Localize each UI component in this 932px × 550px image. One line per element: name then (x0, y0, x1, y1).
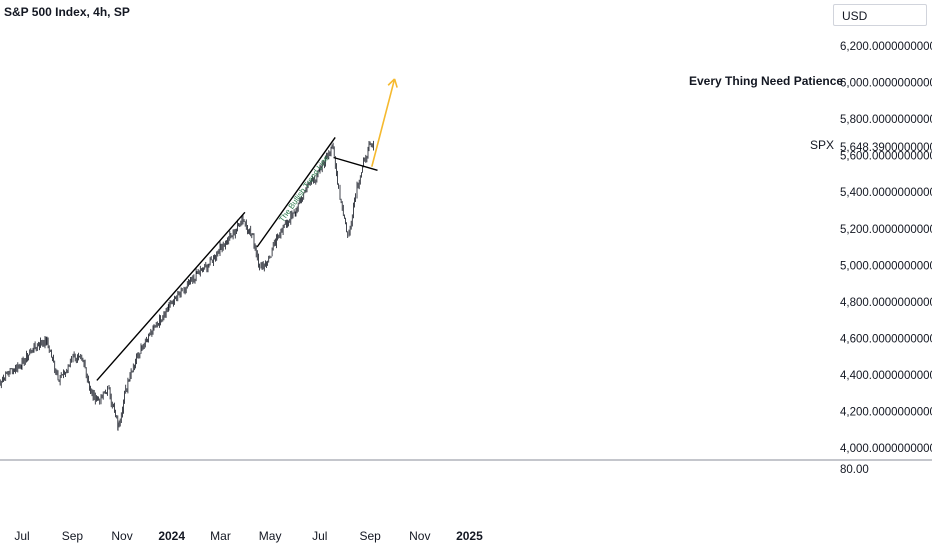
drawings-group: The Bullish Trend Line (96, 78, 398, 381)
trendline[interactable] (256, 137, 336, 248)
y-tick-label: 5,600.0000000000 (840, 151, 932, 163)
x-tick-label: Sep (359, 529, 381, 543)
annotation-text: Every Thing Need Patience (689, 74, 844, 88)
trendline-label: The Bullish Trend Line (277, 153, 331, 224)
projection-arrowhead (393, 78, 398, 88)
projection-arrowhead (387, 78, 396, 86)
x-tick-label: Nov (111, 529, 132, 543)
x-tick-label: 2025 (456, 529, 483, 543)
current-price-label: 5,648.3900000000 (840, 142, 932, 154)
currency-selector[interactable]: USD (833, 4, 927, 26)
trendline[interactable] (96, 211, 246, 381)
y-tick-label: 5,000.0000000000 (840, 260, 932, 272)
x-tick-label: 2024 (158, 529, 185, 543)
y-tick-label: 4,200.0000000000 (840, 406, 932, 418)
y-tick-label: 4,000.0000000000 (840, 443, 932, 455)
y-tick-label: 4,400.0000000000 (840, 370, 932, 382)
lower-pane-label: 80.00 (840, 464, 869, 476)
x-tick-label: Mar (210, 529, 231, 543)
y-tick-label: 5,400.0000000000 (840, 187, 932, 199)
trendline[interactable] (333, 156, 378, 171)
y-tick-label: 5,200.0000000000 (840, 224, 932, 236)
x-tick-label: May (259, 529, 282, 543)
y-tick-label: 6,000.0000000000 (840, 78, 932, 90)
y-tick-label: 6,200.0000000000 (840, 41, 932, 53)
y-tick-label: 5,800.0000000000 (840, 114, 932, 126)
chart-title: S&P 500 Index, 4h, SP (4, 5, 130, 19)
x-tick-label: Sep (62, 529, 84, 543)
y-axis: 6,200.0000000000 6,000.0000000000 5,800.00… (840, 41, 932, 455)
x-tick-label: Nov (409, 529, 430, 543)
symbol-label: SPX (810, 138, 835, 152)
y-tick-label: 4,600.0000000000 (840, 333, 932, 345)
x-tick-label: Jul (14, 529, 29, 543)
projection-arrow[interactable] (371, 78, 396, 167)
price-series-group (0, 140, 374, 431)
x-axis: Jul Sep Nov 2024 Mar May Jul Sep Nov 2025 (14, 529, 483, 543)
x-tick-label: Jul (312, 529, 327, 543)
y-tick-label: 4,800.0000000000 (840, 297, 932, 309)
